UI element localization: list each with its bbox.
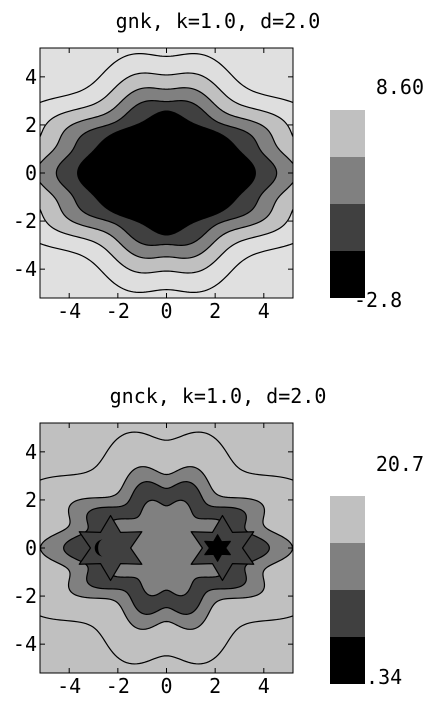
colorbar-max-label: 20.7 bbox=[376, 452, 424, 476]
x-tick-label: 4 bbox=[258, 299, 270, 323]
colorbar-swatch bbox=[330, 251, 365, 298]
x-tick-label: -2 bbox=[106, 299, 130, 323]
colorbar-swatch bbox=[330, 543, 365, 590]
chart-title: gnck, k=1.0, d=2.0 bbox=[110, 384, 327, 408]
x-axis-ticks: -4 -2 0 2 4 bbox=[57, 48, 270, 323]
colorbar bbox=[330, 110, 365, 298]
y-tick-label: 0 bbox=[25, 536, 37, 560]
contour-crescent bbox=[94, 539, 104, 557]
colorbar-min-label: 2.34 bbox=[354, 665, 402, 689]
y-tick-label: -2 bbox=[13, 584, 37, 608]
y-tick-label: 2 bbox=[25, 113, 37, 137]
x-axis-ticks: -4 -2 0 2 4 bbox=[57, 423, 270, 698]
colorbar-swatch bbox=[330, 637, 365, 684]
y-tick-label: 0 bbox=[25, 161, 37, 185]
colorbar-swatch bbox=[330, 496, 365, 543]
x-tick-label: 2 bbox=[209, 299, 221, 323]
colorbar bbox=[330, 496, 365, 684]
y-tick-label: -2 bbox=[13, 209, 37, 233]
contour-level-4 bbox=[77, 110, 256, 236]
x-tick-label: -2 bbox=[106, 674, 130, 698]
chart-title: gnk, k=1.0, d=2.0 bbox=[116, 9, 321, 33]
colorbar-min-label: -2.8 bbox=[354, 288, 402, 312]
colorbar-swatch bbox=[330, 157, 365, 204]
contour-panel-gnk: gnk, k=1.0, d=2.0 -4 -2 0 2 4 4 2 0 -2 -4 8.60 -… bbox=[13, 9, 424, 323]
contour-peak-0 bbox=[78, 514, 143, 582]
y-tick-label: 4 bbox=[25, 440, 37, 464]
x-tick-label: 0 bbox=[160, 674, 172, 698]
y-tick-label: 2 bbox=[25, 488, 37, 512]
x-tick-label: 4 bbox=[258, 674, 270, 698]
y-axis-ticks: 4 2 0 -2 -4 bbox=[13, 440, 293, 656]
colorbar-swatch bbox=[330, 204, 365, 251]
x-tick-label: 2 bbox=[209, 674, 221, 698]
y-tick-label: 4 bbox=[25, 65, 37, 89]
colorbar-swatch bbox=[330, 110, 365, 157]
y-tick-label: -4 bbox=[13, 632, 37, 656]
contour-panel-gnck: gnck, k=1.0, d=2.0 -4 -2 0 2 4 420-2-4 20.7 … bbox=[13, 384, 424, 698]
contour-plot-area bbox=[39, 47, 294, 299]
colorbar-max-label: 8.60 bbox=[376, 75, 424, 99]
x-tick-label: -4 bbox=[57, 299, 81, 323]
contour-plot-area bbox=[39, 422, 294, 674]
colorbar-swatch bbox=[330, 590, 365, 637]
y-tick-label: -4 bbox=[13, 257, 37, 281]
x-tick-label: 0 bbox=[160, 299, 172, 323]
contour-peak-2 bbox=[204, 534, 231, 562]
x-tick-label: -4 bbox=[57, 674, 81, 698]
y-axis-ticks: 4 2 0 -2 -4 bbox=[13, 65, 293, 281]
